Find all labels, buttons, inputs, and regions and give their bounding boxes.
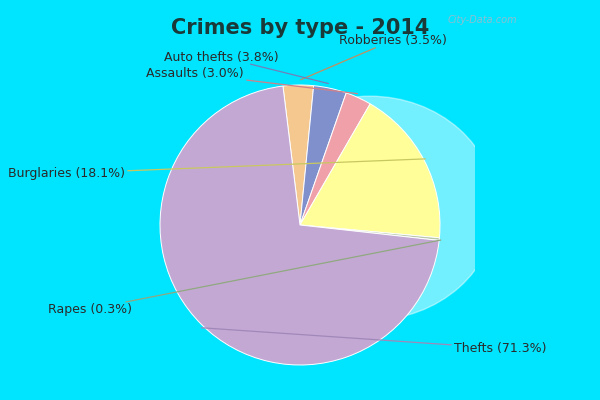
Text: Robberies (3.5%): Robberies (3.5%) [301,34,447,80]
Text: City-Data.com: City-Data.com [448,15,517,25]
Wedge shape [300,86,346,225]
Text: Assaults (3.0%): Assaults (3.0%) [146,67,358,94]
Text: Rapes (0.3%): Rapes (0.3%) [48,240,441,316]
Wedge shape [283,85,314,225]
Text: Crimes by type - 2014: Crimes by type - 2014 [171,18,429,38]
Wedge shape [160,86,439,365]
Wedge shape [300,104,440,238]
Text: Auto thefts (3.8%): Auto thefts (3.8%) [164,50,328,84]
Wedge shape [300,225,439,240]
Wedge shape [300,93,370,225]
Text: Thefts (71.3%): Thefts (71.3%) [202,328,547,355]
Ellipse shape [244,96,496,320]
Text: Burglaries (18.1%): Burglaries (18.1%) [8,159,425,180]
